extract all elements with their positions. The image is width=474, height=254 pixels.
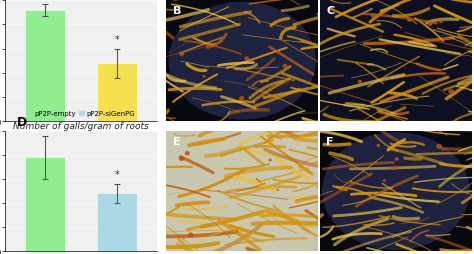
Circle shape: [185, 152, 189, 155]
Title: Number of galls/gram of roots: Number of galls/gram of roots: [13, 121, 149, 130]
Circle shape: [439, 21, 442, 23]
Bar: [25, 158, 64, 251]
Circle shape: [393, 167, 397, 170]
Circle shape: [383, 180, 385, 181]
Text: C: C: [326, 6, 334, 16]
Circle shape: [203, 76, 205, 78]
Circle shape: [180, 157, 184, 161]
Circle shape: [189, 233, 193, 236]
Circle shape: [358, 81, 361, 83]
Circle shape: [395, 158, 398, 161]
Circle shape: [240, 97, 244, 100]
Bar: [97, 194, 137, 251]
Text: *: *: [115, 35, 120, 44]
Circle shape: [377, 145, 380, 147]
Circle shape: [269, 160, 271, 161]
Circle shape: [283, 65, 287, 68]
Circle shape: [408, 20, 411, 22]
Circle shape: [437, 145, 441, 149]
Circle shape: [428, 24, 432, 26]
Circle shape: [323, 134, 469, 249]
Circle shape: [372, 15, 375, 18]
Title: Number of galls/gram of roots: Number of galls/gram of roots: [13, 0, 149, 1]
Circle shape: [180, 53, 183, 56]
Circle shape: [170, 4, 315, 119]
Text: F: F: [326, 136, 334, 146]
Bar: [97, 64, 137, 122]
Circle shape: [449, 90, 453, 94]
Text: B: B: [173, 6, 181, 16]
Circle shape: [245, 58, 249, 61]
Text: D: D: [17, 116, 27, 129]
Text: E: E: [173, 136, 180, 146]
Circle shape: [323, 134, 469, 249]
Circle shape: [170, 4, 315, 119]
Legend: pP2P-empty, pP2P-siGenPG: pP2P-empty, pP2P-siGenPG: [24, 108, 138, 120]
Bar: [25, 11, 64, 122]
Text: *: *: [115, 169, 120, 179]
